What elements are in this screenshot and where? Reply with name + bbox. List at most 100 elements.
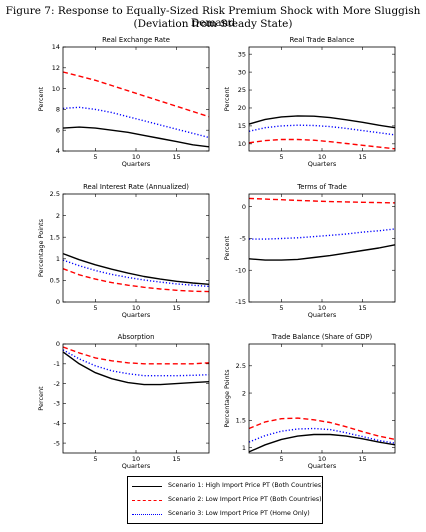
panel-1-series-2-line bbox=[62, 71, 210, 118]
panel-1-xtick-label: 15 bbox=[172, 153, 180, 161]
panel-5-ylabel: Percent bbox=[37, 386, 45, 411]
panel-2-ytick-label: 25 bbox=[238, 86, 246, 94]
panel-5-xtick-label: 5 bbox=[93, 455, 97, 463]
panel-1-title: Real Exchange Rate bbox=[102, 36, 170, 44]
panel-4-ytick-label: -15 bbox=[235, 298, 246, 306]
panel-4-series-2-line bbox=[248, 197, 396, 204]
panel-3-series-2-line bbox=[62, 268, 210, 293]
panel-1-xtick-label: 5 bbox=[93, 153, 97, 161]
panel-4-ytick-label: -5 bbox=[240, 235, 246, 243]
panel-2-series-2-line bbox=[248, 138, 396, 150]
panel-3-ytick-label: 1.5 bbox=[50, 233, 60, 241]
panel-5-xtick-label: 10 bbox=[132, 455, 140, 463]
panel-2-series-1-line bbox=[248, 115, 396, 129]
panel-6-ytick-label: 1.5 bbox=[236, 417, 246, 425]
legend-label-scenario-1: Scenario 1: High Import Price PT (Both C… bbox=[168, 482, 324, 489]
panel-4-title: Terms of Trade bbox=[296, 183, 347, 191]
panel-6-series-2-line bbox=[248, 417, 396, 441]
panel-5-plot-frame bbox=[62, 343, 210, 454]
figure-subtitle: (Deviation from Steady State) bbox=[133, 18, 293, 30]
panel-1-ytick-label: 14 bbox=[52, 43, 60, 51]
panel-2-series-3-line bbox=[248, 124, 396, 136]
panel-1-series-1-line bbox=[62, 126, 210, 148]
panel-5-ytick-label: -1 bbox=[54, 360, 60, 368]
panel-1-series-3-line bbox=[62, 106, 210, 139]
panel-1-xtick-label: 10 bbox=[132, 153, 140, 161]
panel-2-ytick-label: 30 bbox=[238, 68, 246, 76]
panel-4-ytick-label: -10 bbox=[235, 266, 246, 274]
panel-2-ylabel: Percent bbox=[223, 86, 231, 111]
panel-6-plot-frame bbox=[248, 343, 396, 454]
panel-6-ytick-label: 2.5 bbox=[236, 362, 246, 370]
panel-5-ytick-label: -4 bbox=[54, 419, 60, 427]
panel-5-series-3-line bbox=[62, 349, 210, 377]
figure-title: Figure 7: Response to Equally-Sized Risk… bbox=[5, 5, 421, 29]
legend-label-scenario-3: Scenario 3: Low Import Price PT (Home On… bbox=[168, 510, 310, 517]
panel-5-xtick-label: 15 bbox=[172, 455, 180, 463]
panel-5-ytick-label: 0 bbox=[56, 340, 60, 348]
panel-3-series-1-line bbox=[62, 252, 210, 285]
panel-5-ytick-label: -2 bbox=[54, 380, 60, 388]
panel-2-title: Real Trade Balance bbox=[290, 36, 355, 44]
legend-swatch-scenario-2 bbox=[132, 500, 162, 501]
panel-2-ytick-label: 35 bbox=[238, 50, 246, 58]
legend-label-scenario-2: Scenario 2: Low Import Price PT (Both Co… bbox=[168, 496, 322, 503]
panel-4-plot-frame bbox=[248, 193, 396, 303]
panel-5-xlabel: Quarters bbox=[122, 462, 151, 470]
panel-4-xtick-label: 10 bbox=[318, 304, 326, 312]
panel-6-xtick-label: 10 bbox=[318, 455, 326, 463]
panel-4-series-1-line bbox=[248, 244, 396, 261]
panel-1-ytick-label: 8 bbox=[56, 106, 60, 114]
legend-item-scenario-1: Scenario 1: High Import Price PT (Both C… bbox=[132, 480, 324, 492]
panel-3-ylabel: Percentage Points bbox=[37, 218, 45, 277]
panel-6-xtick-label: 15 bbox=[358, 455, 366, 463]
panel-4-xtick-label: 15 bbox=[358, 304, 366, 312]
panel-2-xtick-label: 5 bbox=[279, 153, 283, 161]
panel-4-xlabel: Quarters bbox=[308, 311, 337, 319]
panel-6-xtick-label: 5 bbox=[279, 455, 283, 463]
panel-2-ytick-label: 20 bbox=[238, 104, 246, 112]
panel-3-xtick-label: 10 bbox=[132, 304, 140, 312]
legend: Scenario 1: High Import Price PT (Both C… bbox=[127, 476, 324, 524]
panel-3-xlabel: Quarters bbox=[122, 311, 151, 319]
panel-2-xtick-label: 15 bbox=[358, 153, 366, 161]
panel-4-series-3-line bbox=[249, 228, 396, 240]
panel-3-ytick-label: 0 bbox=[56, 298, 60, 306]
panel-6-ytick-label: 2 bbox=[242, 389, 246, 397]
panel-5-series-2-line bbox=[62, 346, 210, 365]
panel-6-series-3-line bbox=[248, 427, 396, 444]
panel-6-ytick-label: 1 bbox=[242, 444, 246, 452]
panel-2-ytick-label: 15 bbox=[238, 122, 246, 130]
panel-1-xlabel: Quarters bbox=[122, 160, 151, 168]
panel-1-ylabel: Percent bbox=[37, 86, 45, 111]
panel-5-ytick-label: -3 bbox=[54, 400, 60, 408]
legend-item-scenario-2: Scenario 2: Low Import Price PT (Both Co… bbox=[132, 494, 322, 506]
panel-3-title: Real Interest Rate (Annualized) bbox=[83, 183, 189, 191]
panel-3-ytick-label: 0.5 bbox=[50, 277, 60, 285]
panel-1-ytick-label: 4 bbox=[56, 147, 60, 155]
panel-1-ytick-label: 6 bbox=[56, 126, 60, 134]
panel-1-plot-frame bbox=[62, 46, 210, 152]
panel-2-xlabel: Quarters bbox=[308, 160, 337, 168]
panel-5-title: Absorption bbox=[118, 333, 155, 341]
panel-5-series-1-line bbox=[62, 351, 210, 386]
panel-6-series-1-line bbox=[248, 433, 396, 453]
panel-3-ytick-label: 2.5 bbox=[50, 190, 60, 198]
panel-1-ytick-label: 12 bbox=[52, 64, 60, 72]
panel-4-ytick-label: 0 bbox=[242, 203, 246, 211]
panel-6-ylabel: Percentage Points bbox=[223, 369, 231, 428]
legend-item-scenario-3: Scenario 3: Low Import Price PT (Home On… bbox=[132, 508, 320, 520]
panel-4-xtick-label: 5 bbox=[279, 304, 283, 312]
panel-2-plot-frame bbox=[248, 46, 396, 152]
panel-3-plot-frame bbox=[62, 193, 210, 303]
panel-5-ytick-label: -5 bbox=[54, 439, 60, 447]
panel-3-xtick-label: 5 bbox=[93, 304, 97, 312]
legend-swatch-scenario-1 bbox=[132, 486, 162, 487]
panel-3-xtick-label: 15 bbox=[172, 304, 180, 312]
panel-6-xlabel: Quarters bbox=[308, 462, 337, 470]
legend-swatch-scenario-3 bbox=[132, 514, 162, 515]
panel-6-title: Trade Balance (Share of GDP) bbox=[271, 333, 373, 341]
panel-3-ytick-label: 2 bbox=[56, 212, 60, 220]
panel-2-ytick-label: 10 bbox=[238, 140, 246, 148]
